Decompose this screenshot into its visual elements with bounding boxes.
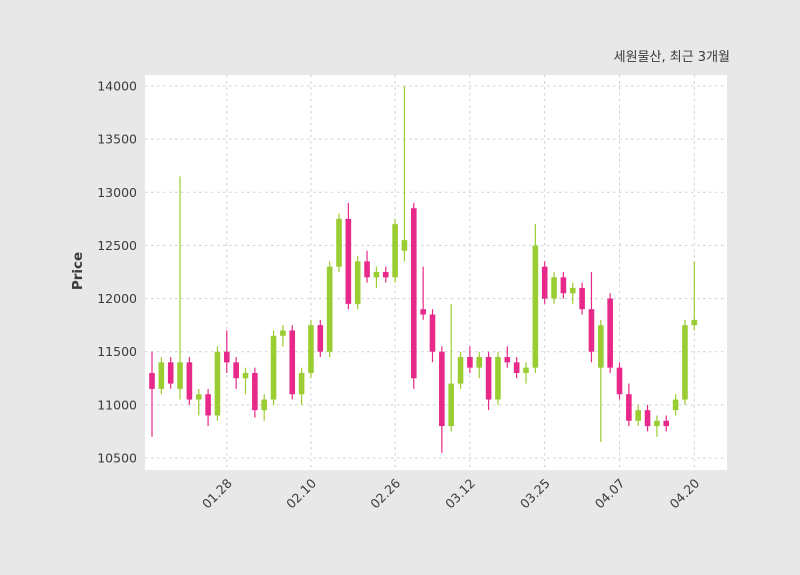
candle-body [214,351,221,416]
candle-body [439,351,445,427]
svg-text:04.20: 04.20 [667,475,703,511]
candle-body [588,309,595,352]
candle-body [373,272,380,278]
svg-text:11500: 11500 [97,344,137,359]
candle-body [476,357,483,368]
candle-body [607,298,613,368]
candle-body [392,224,398,278]
svg-text:03.12: 03.12 [442,476,478,512]
candle-body [298,372,305,395]
candle-body [326,266,333,352]
candle-body [317,325,324,352]
candle-body [252,372,258,411]
candle-body [569,287,576,294]
candle-body [401,240,408,251]
svg-text:13500: 13500 [97,132,137,147]
candle-body [186,362,193,400]
candle-body [149,372,155,389]
candle-body [233,362,239,379]
candle-body [579,287,585,310]
svg-text:04.07: 04.07 [592,476,628,512]
candle-body [654,420,660,427]
y-axis-tick-labels: 10500 11000 11500 12000 12500 13000 13500 14000 [97,79,137,466]
candle-body [532,245,539,368]
candle-body [663,420,670,427]
candle-body [551,277,557,299]
candle-body [635,410,641,421]
svg-text:03.25: 03.25 [517,476,553,512]
candle-body [541,266,548,299]
candle-body [495,357,501,400]
candle-body [644,410,651,427]
svg-text:14000: 14000 [97,79,137,94]
candle-body [448,383,454,427]
candle-body [382,272,389,278]
candle-body [513,362,520,373]
candle-body [682,325,688,400]
candle-body [289,330,296,395]
candle-body [336,218,342,267]
candle-body [280,330,286,336]
candle-body [523,367,529,373]
candle-body [177,362,183,389]
svg-text:10500: 10500 [97,451,137,466]
candle-body [504,357,511,363]
candle-body [364,261,370,278]
candle-body [626,394,632,421]
candle-body [672,399,679,411]
candle-body [457,357,464,384]
svg-text:01.28: 01.28 [199,475,235,511]
candle-body [485,357,492,400]
candles [149,86,698,453]
candle-body [467,357,473,368]
candle-body [420,309,426,315]
candle-body [270,335,277,400]
candle-body [616,367,623,395]
candle-body [158,362,165,389]
candle-body [598,325,604,368]
candle-body [429,314,436,352]
candle-body [345,218,352,304]
candle-body [167,362,174,384]
gridlines [145,75,727,470]
svg-text:12000: 12000 [97,291,137,306]
svg-text:12500: 12500 [97,238,137,253]
candle-body [411,208,417,379]
candle-body [261,399,267,411]
svg-text:13000: 13000 [97,185,137,200]
candle-body [308,325,314,373]
svg-text:11000: 11000 [97,397,137,412]
candle-body [691,319,698,326]
candle-body [195,394,202,400]
svg-text:02.10: 02.10 [283,475,319,511]
candle-body [224,351,230,363]
candle-body [560,277,567,294]
x-axis-tick-labels: 01.28 02.10 02.26 03.12 03.25 04.07 04.20 [199,475,702,511]
chart-title: 세원물산, 최근 3개월 [613,50,730,65]
candle-body [205,394,211,416]
candle-body [242,372,249,379]
svg-text:02.26: 02.26 [367,475,403,511]
candle-body [354,261,361,304]
